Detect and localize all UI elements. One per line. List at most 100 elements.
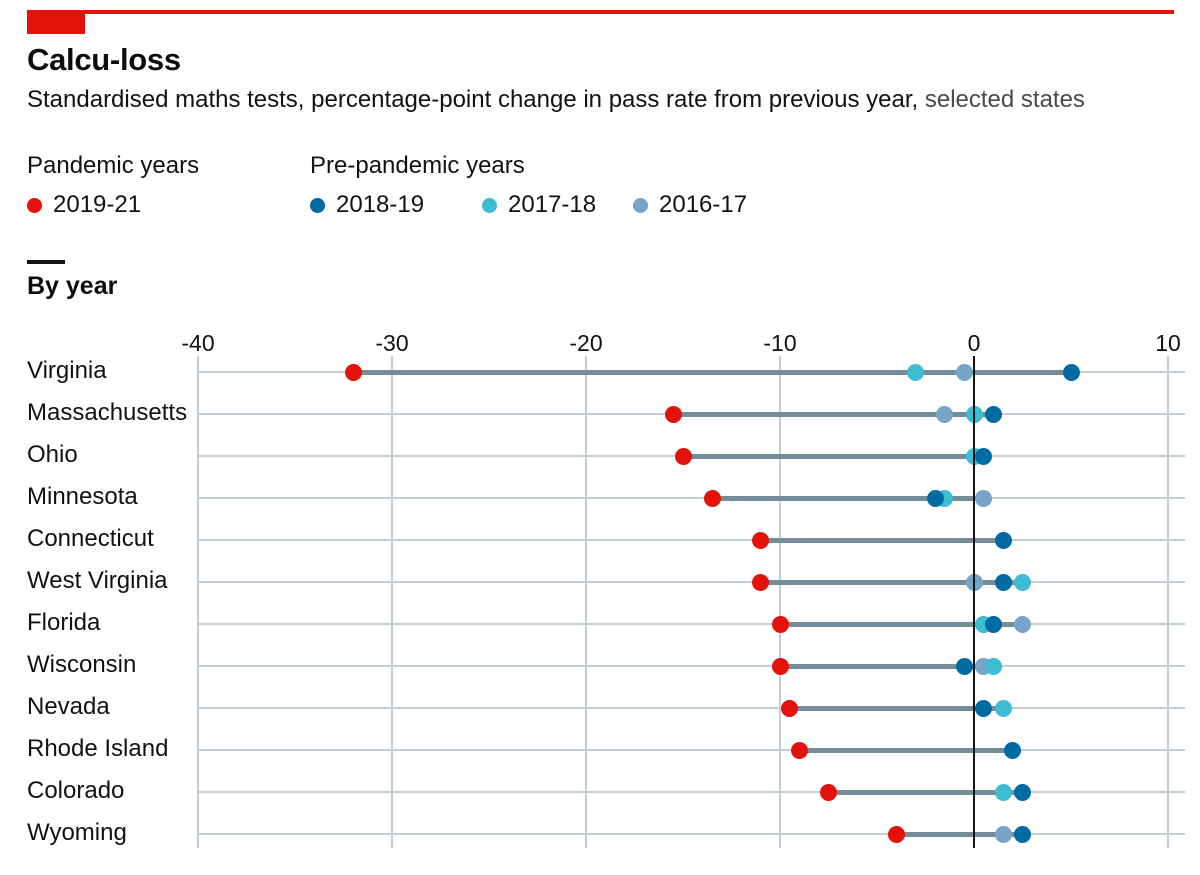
legend-item-2017-18: 2017-18 <box>482 191 596 219</box>
dot-2017-18 <box>1014 573 1031 591</box>
state-label: Florida <box>27 609 101 636</box>
row-gridline <box>198 707 1185 709</box>
dot-2019-21 <box>674 447 692 465</box>
state-label: Connecticut <box>27 525 154 552</box>
row-gridline <box>198 665 1185 667</box>
dot-2017-18 <box>994 783 1012 801</box>
legend-label: 2017-18 <box>508 191 597 218</box>
dot-2019-21 <box>820 783 837 801</box>
state-label: West Virginia <box>27 567 168 594</box>
section-rule <box>27 260 65 264</box>
row-gridline <box>198 497 1185 499</box>
dot-2016-17 <box>936 405 954 423</box>
subtitle-note: selected states <box>918 86 1085 113</box>
dot-2016-17 <box>975 489 993 507</box>
dumbbell-connector <box>760 538 1004 543</box>
dumbbell-connector <box>828 790 1023 795</box>
legend-dot-darkblue-icon <box>310 197 325 213</box>
subtitle-main: Standardised maths tests, percentage-poi… <box>27 86 919 113</box>
dot-2016-17 <box>994 825 1012 843</box>
dumbbell-connector <box>789 706 1004 711</box>
dot-2018-19 <box>975 447 993 465</box>
vertical-gridline <box>197 356 199 848</box>
legend-item-2019-21: 2019-21 <box>27 191 141 219</box>
dot-2017-18 <box>994 699 1012 717</box>
legend-item-2018-19: 2018-19 <box>310 191 424 219</box>
dot-2019-21 <box>664 405 682 423</box>
dot-2016-17 <box>955 363 973 381</box>
legend-label: 2019-21 <box>53 191 142 218</box>
dot-2019-21 <box>887 825 905 843</box>
dot-2018-19 <box>994 573 1012 591</box>
dot-2019-21 <box>752 531 770 549</box>
x-axis-tick-label: -10 <box>763 330 797 356</box>
dot-2018-19 <box>975 699 993 717</box>
dot-2019-21 <box>344 363 362 381</box>
legend-header-prepandemic: Pre-pandemic years <box>310 152 525 179</box>
vertical-gridline <box>391 356 393 848</box>
dot-2019-21 <box>771 657 789 675</box>
dumbbell-connector <box>353 370 1071 375</box>
dumbbell-connector <box>712 496 984 501</box>
top-accent-rule <box>27 10 1174 14</box>
legend-label: 2018-19 <box>336 191 425 218</box>
top-accent-tab <box>27 10 85 34</box>
dot-2018-19 <box>1014 825 1031 843</box>
state-label: Massachusetts <box>27 399 188 426</box>
legend-dot-steel-icon <box>633 197 648 213</box>
x-axis-tick-label: -40 <box>181 330 215 356</box>
row-gridline <box>198 581 1185 583</box>
dot-2018-19 <box>994 531 1012 549</box>
dot-2019-21 <box>781 699 799 717</box>
row-gridline <box>198 539 1185 541</box>
dot-2018-19 <box>955 657 973 675</box>
row-gridline <box>198 791 1185 793</box>
state-label: Nevada <box>27 693 110 720</box>
legend-dot-cyan-icon <box>482 197 497 213</box>
dumbbell-connector <box>799 748 1013 753</box>
dot-2019-21 <box>771 615 789 633</box>
x-axis-tick-label: -30 <box>375 330 409 356</box>
dumbbell-connector <box>896 832 1023 837</box>
dot-2018-19 <box>1062 363 1080 381</box>
zero-axis-line <box>973 356 975 848</box>
legend-item-2016-17: 2016-17 <box>633 191 747 219</box>
dumbbell-connector <box>780 622 1023 627</box>
dot-2018-19 <box>1004 741 1022 759</box>
legend-dot-red-icon <box>27 197 42 213</box>
dot-2016-17 <box>1014 615 1031 633</box>
state-label: Rhode Island <box>27 735 169 762</box>
dumbbell-connector <box>673 412 994 417</box>
x-axis-tick-label: 0 <box>967 330 981 356</box>
dot-2018-19 <box>1014 783 1031 801</box>
state-label: Colorado <box>27 777 125 804</box>
state-label: Wisconsin <box>27 651 137 678</box>
state-label: Minnesota <box>27 483 138 510</box>
dumbbell-connector <box>683 454 984 459</box>
x-axis-tick-label: -20 <box>569 330 603 356</box>
row-gridline <box>198 833 1185 835</box>
x-axis-tick-label: 10 <box>1155 330 1181 356</box>
vertical-gridline <box>1167 356 1169 848</box>
dot-2019-21 <box>703 489 721 507</box>
section-label: By year <box>27 272 118 300</box>
legend-header-pandemic: Pandemic years <box>27 152 200 179</box>
state-label: Virginia <box>27 357 107 384</box>
state-label: Wyoming <box>27 819 127 846</box>
dot-2017-18 <box>907 363 925 381</box>
row-gridline <box>198 749 1185 751</box>
dot-2017-18 <box>984 657 1002 675</box>
vertical-gridline <box>779 356 781 848</box>
dot-2019-21 <box>752 573 770 591</box>
dumbbell-connector <box>760 580 1023 585</box>
dot-2018-19 <box>984 405 1002 423</box>
dumbbell-connector <box>780 664 994 669</box>
dot-2018-19 <box>984 615 1002 633</box>
dot-2019-21 <box>790 741 808 759</box>
vertical-gridline <box>585 356 587 848</box>
chart-subtitle: Standardised maths tests, percentage-poi… <box>27 86 1085 114</box>
state-label: Ohio <box>27 441 78 468</box>
page-title: Calcu-loss <box>27 42 181 77</box>
